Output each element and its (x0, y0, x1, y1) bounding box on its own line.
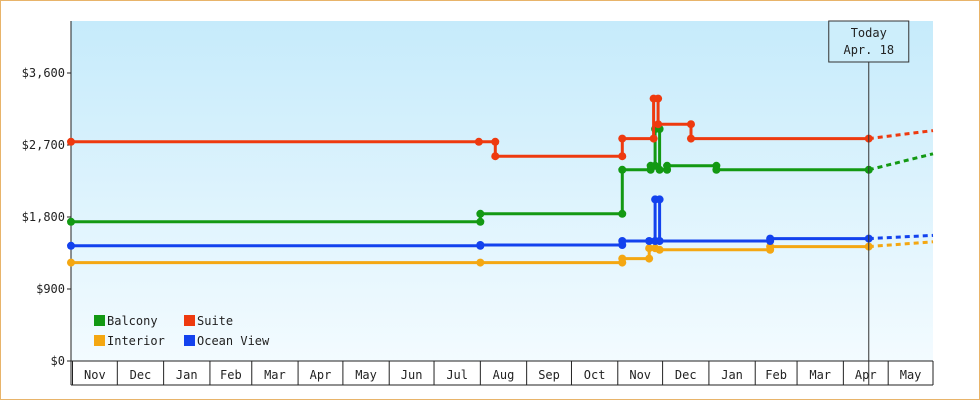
month-label: Dec (130, 368, 152, 382)
data-point (67, 217, 75, 226)
legend-swatch (184, 315, 195, 326)
y-tick-label: $0 (51, 354, 65, 368)
data-point (476, 209, 485, 218)
month-label: Jun (401, 368, 423, 382)
data-point (655, 237, 664, 245)
data-point (618, 209, 627, 218)
month-label: Nov (84, 368, 106, 382)
month-label: Feb (220, 368, 242, 382)
series-suite (67, 94, 934, 161)
data-point (618, 152, 627, 161)
data-point (654, 120, 663, 129)
data-point (476, 217, 485, 226)
month-label: Feb (765, 368, 787, 382)
data-point (655, 245, 664, 254)
month-label: Oct (584, 368, 606, 382)
series-projection (868, 240, 934, 249)
y-tick-label: $3,600 (22, 66, 65, 80)
series-interior (67, 240, 934, 267)
plot-area (71, 21, 933, 361)
data-point (476, 241, 485, 249)
legend-label: Interior (107, 334, 165, 348)
month-label: Mar (264, 368, 286, 382)
month-label: May (900, 368, 922, 382)
y-axis: $0 $900 $1,800 $2,700 $3,600 (22, 21, 72, 385)
today-label-box (828, 20, 910, 63)
data-point (686, 120, 695, 129)
month-label: Mar (809, 368, 831, 382)
x-axis: Nov Dec Jan Feb Mar Apr May Jun Jul Aug Sep Oct Nov D… (71, 360, 934, 386)
data-point (618, 237, 627, 245)
series-projection (868, 129, 934, 141)
month-label: Sep (538, 368, 560, 382)
data-point (618, 254, 627, 263)
y-tick-label: $1,800 (22, 210, 65, 224)
data-point (645, 237, 654, 245)
series-balcony (67, 125, 934, 226)
data-point (654, 94, 663, 103)
data-point (67, 241, 75, 250)
month-label: Dec (675, 368, 697, 382)
legend-label: Suite (197, 314, 233, 328)
legend-swatch (184, 335, 195, 346)
month-label: Apr (310, 368, 332, 382)
today-label: Today (851, 26, 887, 40)
legend-swatch (94, 315, 105, 326)
month-label: Aug (493, 368, 515, 382)
month-label: May (355, 368, 377, 382)
data-point (655, 195, 664, 204)
series-line (71, 127, 869, 224)
legend: Balcony Suite Interior Ocean View (94, 314, 270, 348)
today-marker: Today Apr. 18 (828, 20, 910, 385)
month-label: Jan (721, 368, 743, 382)
month-label: Jul (446, 368, 468, 382)
y-tick-label: $2,700 (22, 138, 65, 152)
data-point (645, 244, 654, 253)
series-ocean-view (67, 195, 934, 250)
data-point (476, 258, 485, 267)
data-point (686, 134, 695, 143)
data-point (618, 165, 627, 174)
data-point (474, 137, 483, 146)
data-point (645, 254, 654, 263)
legend-swatch (94, 335, 105, 346)
y-tick-label: $900 (36, 282, 65, 296)
data-point (663, 161, 672, 170)
month-label: Apr (855, 368, 877, 382)
series-layer (67, 94, 934, 267)
data-point (649, 134, 658, 143)
legend-label: Ocean View (197, 334, 270, 348)
legend-label: Balcony (107, 314, 158, 328)
data-point (67, 258, 75, 267)
data-point (491, 137, 500, 146)
data-point (491, 152, 500, 161)
data-point (766, 242, 775, 251)
data-point (712, 165, 721, 174)
series-projection (868, 233, 934, 241)
month-label: Jan (176, 368, 198, 382)
today-date-label: Apr. 18 (843, 43, 894, 57)
series-projection (868, 152, 934, 172)
data-point (766, 234, 775, 243)
data-point (655, 165, 664, 174)
month-label: Nov (629, 368, 651, 382)
data-point (67, 137, 75, 146)
data-point (618, 134, 627, 143)
